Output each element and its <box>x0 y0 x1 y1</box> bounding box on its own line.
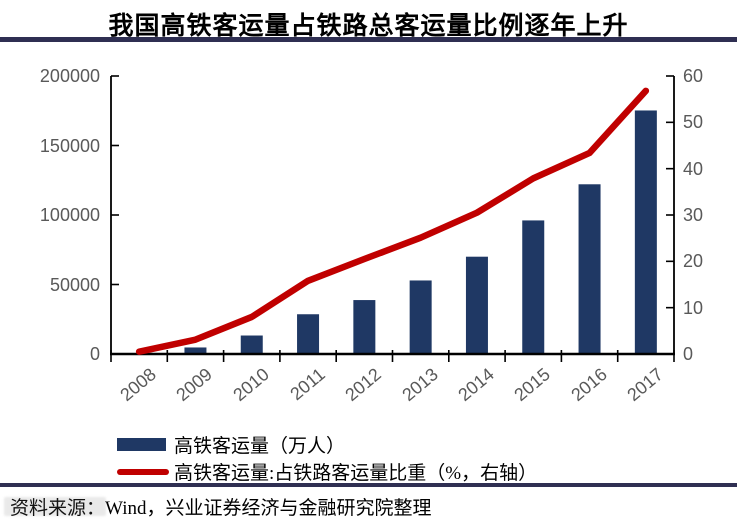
source-line: 资料来源：Wind，兴业证券经济与金融研究院整理 <box>4 493 432 520</box>
right-axis-label: 20 <box>683 251 704 272</box>
left-axis-label: 200000 <box>39 66 100 86</box>
bar-2011 <box>297 314 320 354</box>
source-text: Wind，兴业证券经济与金融研究院整理 <box>105 498 432 519</box>
bar-2015 <box>522 220 545 354</box>
right-axis-label: 30 <box>683 205 704 225</box>
left-axis-label: 50000 <box>49 274 100 295</box>
bar-series-swatch <box>117 438 166 451</box>
left-axis-label: 100000 <box>39 205 100 225</box>
right-axis-label: 40 <box>683 158 704 179</box>
bar-2009 <box>184 347 207 354</box>
bar-2016 <box>578 184 601 354</box>
top-rule <box>0 37 737 42</box>
right-axis-label: 50 <box>683 112 704 133</box>
source-label: 资料来源： <box>10 498 106 519</box>
legend-label-line: 高铁客运量:占铁路客运量比重（%，右轴） <box>174 463 538 484</box>
bar-2012 <box>353 300 376 354</box>
legend-item-bar: 高铁客运量（万人） <box>117 431 537 458</box>
chart-legend: 高铁客运量（万人） 高铁客运量:占铁路客运量比重（%，右轴） <box>117 431 537 485</box>
bar-2014 <box>465 256 488 354</box>
bottom-rule <box>0 483 737 487</box>
bar-2013 <box>409 280 432 354</box>
trend-line <box>135 87 650 355</box>
chart-title: 我国高铁客运量占铁路总客运量比例逐年上升 <box>108 13 629 40</box>
right-axis-label: 60 <box>683 66 704 86</box>
right-axis-label: 10 <box>683 297 704 318</box>
line-series-swatch <box>117 468 169 475</box>
right-axis-label: 0 <box>683 344 694 364</box>
legend-label-bar: 高铁客运量（万人） <box>174 436 346 457</box>
bar-2010 <box>240 335 263 354</box>
left-axis-label: 150000 <box>39 135 100 156</box>
legend-item-line: 高铁客运量:占铁路客运量比重（%，右轴） <box>117 458 537 485</box>
bar-2017 <box>634 110 657 354</box>
left-axis-label: 0 <box>89 344 100 364</box>
